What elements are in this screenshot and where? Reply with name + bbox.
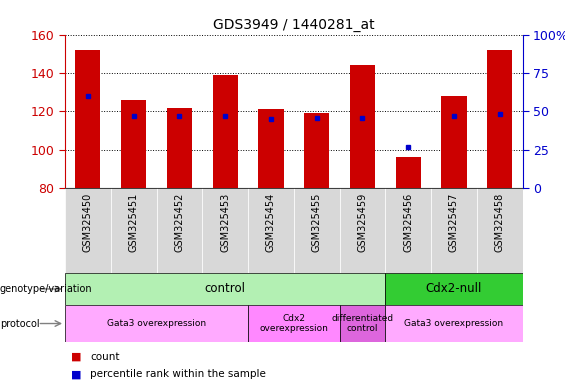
Text: GSM325458: GSM325458 <box>495 192 505 252</box>
Text: Cdx2-null: Cdx2-null <box>426 283 482 295</box>
Text: GSM325455: GSM325455 <box>312 192 321 252</box>
Text: percentile rank within the sample: percentile rank within the sample <box>90 369 266 379</box>
Bar <box>248 305 340 342</box>
Text: GSM325451: GSM325451 <box>129 192 138 252</box>
Bar <box>477 188 523 273</box>
Text: GSM325450: GSM325450 <box>83 192 93 252</box>
Bar <box>121 100 146 188</box>
Text: genotype/variation: genotype/variation <box>0 284 93 294</box>
Text: ■: ■ <box>71 369 81 379</box>
Bar <box>167 108 192 188</box>
Bar <box>65 273 385 305</box>
Bar <box>487 50 512 188</box>
Bar <box>350 65 375 188</box>
Bar <box>75 50 101 188</box>
Text: GSM325456: GSM325456 <box>403 192 413 252</box>
Bar <box>431 188 477 273</box>
Bar <box>385 305 523 342</box>
Bar <box>65 305 248 342</box>
Text: count: count <box>90 352 120 362</box>
Title: GDS3949 / 1440281_at: GDS3949 / 1440281_at <box>213 18 375 32</box>
Bar <box>111 188 157 273</box>
Bar <box>258 109 284 188</box>
Bar <box>294 188 340 273</box>
Text: GSM325453: GSM325453 <box>220 192 230 252</box>
Text: GSM325457: GSM325457 <box>449 192 459 252</box>
Text: differentiated
control: differentiated control <box>332 314 393 333</box>
Bar <box>65 188 111 273</box>
Bar <box>340 188 385 273</box>
Bar <box>340 305 385 342</box>
Bar <box>248 188 294 273</box>
Text: Cdx2
overexpression: Cdx2 overexpression <box>259 314 328 333</box>
Bar <box>157 188 202 273</box>
Bar <box>202 188 248 273</box>
Text: protocol: protocol <box>0 318 40 329</box>
Bar <box>396 157 421 188</box>
Bar <box>441 96 467 188</box>
Text: ■: ■ <box>71 352 81 362</box>
Text: GSM325454: GSM325454 <box>266 192 276 252</box>
Text: control: control <box>205 283 246 295</box>
Text: Gata3 overexpression: Gata3 overexpression <box>107 319 206 328</box>
Text: Gata3 overexpression: Gata3 overexpression <box>405 319 503 328</box>
Text: GSM325452: GSM325452 <box>175 192 184 252</box>
Bar <box>304 113 329 188</box>
Bar <box>385 273 523 305</box>
Bar <box>212 75 238 188</box>
Text: GSM325459: GSM325459 <box>358 192 367 252</box>
Bar <box>385 188 431 273</box>
